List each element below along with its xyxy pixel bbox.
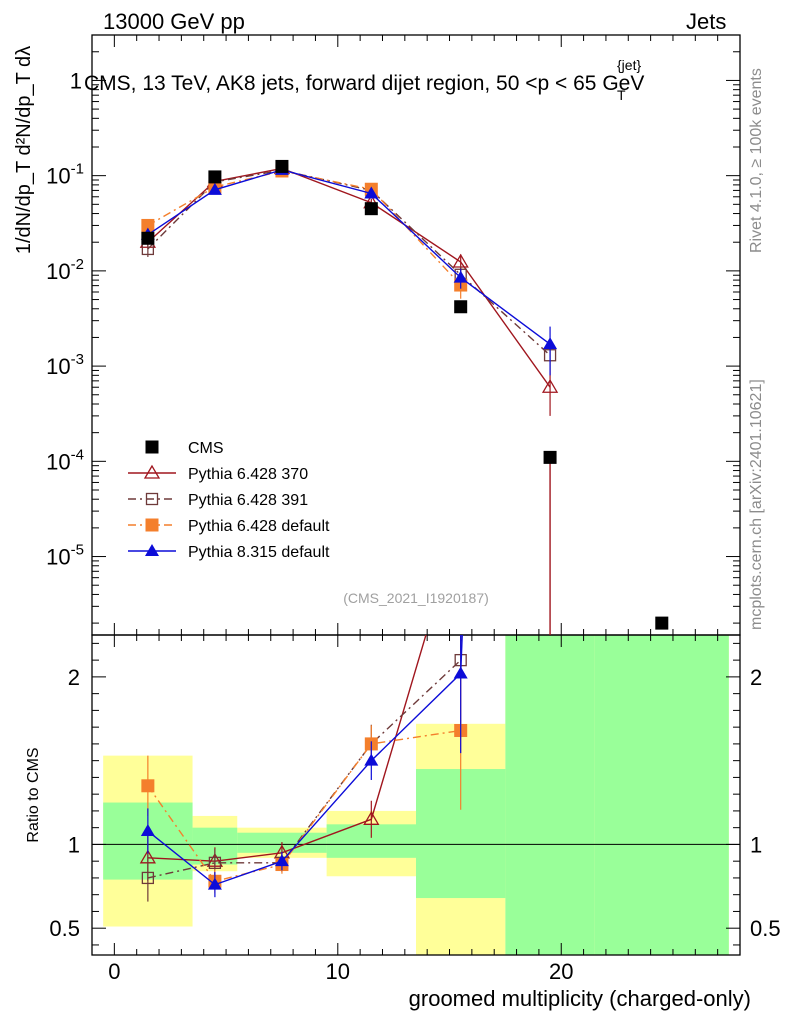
x-tick-label: 0 (108, 959, 120, 984)
point-cms (364, 202, 378, 216)
ratio-tick-label: 0.5 (49, 916, 80, 941)
y-tick-label: 10-5 (46, 542, 84, 570)
y-tick-label: 10-4 (46, 446, 84, 474)
x-tick-label: 20 (549, 959, 573, 984)
series-line-p6_391 (147, 169, 551, 356)
series-line-p6_default (147, 170, 462, 286)
y-tick-base: 10 (46, 164, 70, 189)
y-tick-label: 10-3 (46, 351, 84, 379)
ratio-point-p8_315 (274, 854, 289, 867)
ratio-band-group (103, 635, 729, 955)
band-inner (505, 635, 595, 955)
main-series-group (139, 159, 669, 635)
ratio-tick-label: 2 (68, 665, 80, 690)
ratio-series-group (139, 511, 468, 902)
ratio-point-p6_370 (363, 811, 380, 825)
title-subscript: T (617, 87, 626, 103)
ratio-point-p6_391 (141, 871, 155, 885)
ratio-point-p6_370 (454, 511, 468, 523)
legend-label-p6_default: Pythia 6.428 default (188, 518, 330, 535)
series-line-p6_370 (147, 167, 551, 388)
x-tick-label: 10 (326, 959, 350, 984)
ratio-tick-label: 0.5 (750, 916, 781, 941)
ratio-point-p8_315 (207, 877, 222, 890)
legend-label-p8_315: Pythia 8.315 default (188, 544, 330, 561)
y-tick-exp: -3 (71, 351, 84, 368)
ratio-tick-label: 1 (750, 832, 762, 857)
series-line-p8_315 (147, 169, 551, 345)
ratio-point-p6_391 (208, 856, 222, 870)
y-tick-base: 10 (46, 259, 70, 284)
header-left: 13000 GeV pp (103, 9, 245, 34)
legend-marker-p6_default (145, 518, 159, 532)
y-tick-exp: -5 (71, 542, 84, 559)
y-tick-exp: -4 (71, 446, 84, 463)
y-tick-label: 10-1 (46, 161, 84, 189)
point-p8_315 (543, 337, 558, 350)
ratio-line-p8_315 (147, 635, 463, 886)
chart-title: CMS, 13 TeV, AK8 jets, forward dijet reg… (84, 72, 644, 95)
point-p8_315 (364, 186, 379, 199)
point-cms (543, 450, 557, 464)
legend-label-p6_391: Pythia 6.428 391 (188, 492, 308, 509)
y-tick-base: 10 (46, 449, 70, 474)
point-p6_default (141, 218, 155, 232)
legend-marker-p8_315 (145, 544, 159, 556)
y-tick-base: 10 (46, 545, 70, 570)
y-axis-label: 1/dN/dp_T d²N/dp_T dλ (13, 46, 35, 254)
y-tick-exp: -1 (71, 161, 84, 178)
point-p6_370 (541, 378, 559, 393)
y-tick-label: 1 (70, 68, 82, 93)
ratio-bands (103, 635, 729, 955)
point-cms (655, 616, 669, 630)
point-p6_370 (452, 253, 469, 268)
legend-label-cms: CMS (188, 440, 224, 457)
ratio-y-label: Ratio to CMS (25, 747, 42, 842)
y-tick-label: 10-2 (46, 256, 84, 284)
ratio-point-p8_315 (453, 666, 468, 679)
legend-marker-p6_370 (143, 464, 161, 479)
ratio-line-p6_370 (147, 635, 427, 862)
title-superscript: {jet} (617, 57, 641, 73)
rivet-label: Rivet 4.1.0, ≥ 100k events (748, 68, 765, 253)
y-tick-base: 10 (46, 354, 70, 379)
band-inner (594, 635, 729, 955)
mcplots-label: mcplots.cern.ch [arXiv:2401.10621] (748, 379, 765, 630)
frames (91, 34, 741, 956)
point-cms (454, 300, 468, 314)
ratio-point-p8_315 (364, 753, 379, 766)
ratio-point-p8_315 (140, 824, 155, 837)
legend-marker-p6_391 (145, 492, 159, 506)
x-axis-label: groomed multiplicity (charged-only) (409, 986, 751, 1011)
ratio-tick-label: 2 (750, 665, 762, 690)
point-p8_315 (207, 182, 222, 195)
point-cms (208, 170, 222, 184)
header-right: Jets (686, 9, 727, 34)
ratio-tick-label: 1 (68, 832, 80, 857)
series-layer (139, 159, 669, 902)
analysis-id: (CMS_2021_I1920187) (343, 590, 489, 606)
y-tick-exp: -2 (71, 256, 84, 273)
legend-marker-cms (145, 440, 159, 454)
ratio-frame (91, 634, 741, 956)
legend-label-p6_370: Pythia 6.428 370 (188, 466, 308, 483)
point-cms (141, 231, 155, 245)
point-p8_315 (453, 270, 468, 283)
ratio-point-p6_default (141, 779, 155, 793)
point-cms (275, 159, 289, 173)
